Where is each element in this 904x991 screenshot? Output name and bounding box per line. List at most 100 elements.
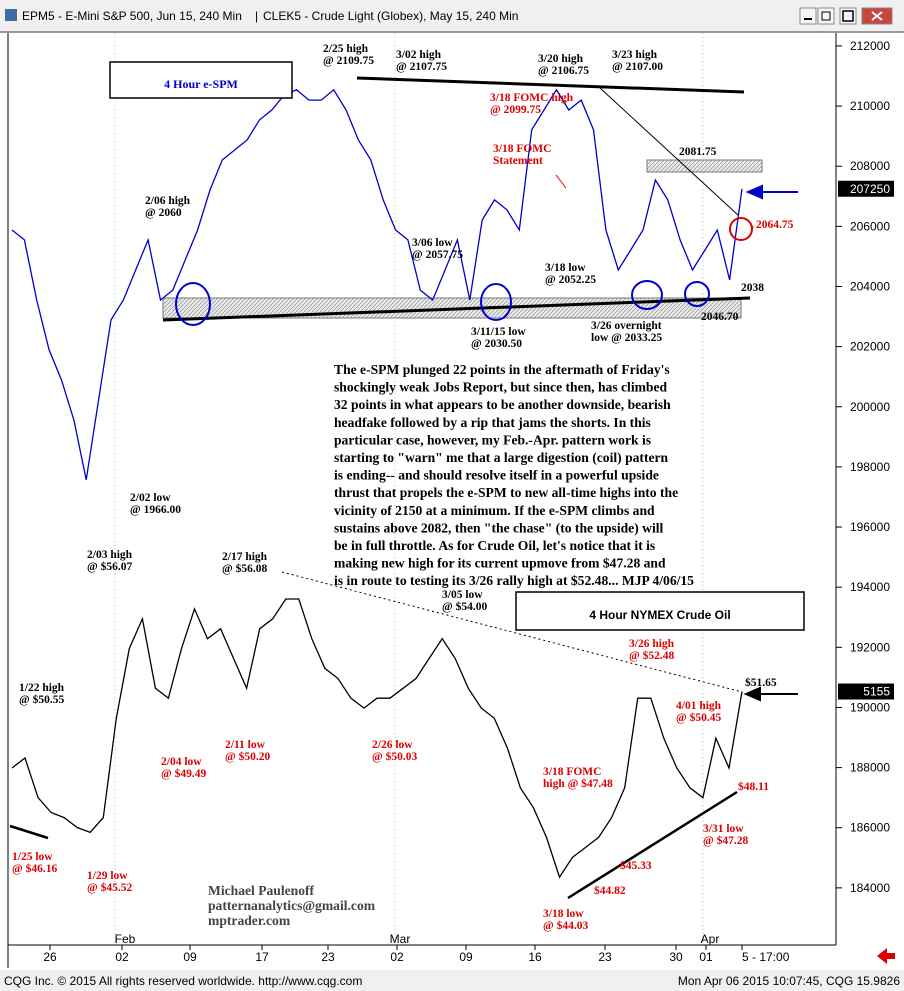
annotation: 1/29 low [87,870,128,882]
annotation: @ 1966.00 [130,504,181,516]
commentary-line: starting to "warn" me that a large diges… [334,450,669,466]
annotation: 3/26 high [629,638,675,650]
annotation: @ $56.07 [87,560,132,573]
annotation: 3/31 low [703,823,744,835]
y-tick-label: 194000 [850,580,890,594]
annotation: 2038 [741,282,764,294]
y-tick-label: 184000 [850,881,890,895]
annotation: 2081.75 [679,146,717,158]
highlight-ellipse [684,281,710,307]
annotation: 3/18 FOMC high [490,92,574,104]
annotation: 2064.75 [756,219,794,231]
annotation: Statement [493,155,543,167]
annotation: 2/17 high [222,551,268,563]
commentary-line: headfake followed by a rip that jams the… [334,415,651,430]
commentary-line: is ending-- and should resolve itself in… [334,468,659,483]
annotation: 3/18 low [545,262,586,274]
signature-line: mptrader.com [208,913,291,928]
annotation: @ 2030.50 [471,338,522,350]
y-tick-label: 188000 [850,761,890,775]
commentary-line: vicinity of 2150 at a minimum. If the e-… [334,503,655,518]
y-tick-label: 186000 [850,821,890,835]
last-price-box [838,180,894,197]
arrow [745,184,798,200]
title-bar [0,0,904,31]
annotation: 2046.70 [701,311,739,323]
annotation: $51.65 [745,676,777,689]
annotation: @ $50.45 [676,711,721,724]
month-label: Apr [701,932,720,946]
annotation: 3/23 high [612,49,658,61]
annotation: 3/18 FOMC [543,766,601,778]
commentary-line: shockingly weak Jobs Report, but since t… [334,380,668,395]
commentary-line: sustains above 2082, then "the chase" (t… [334,520,664,536]
signature-line: patternanalytics@gmail.com [208,898,376,913]
annotation: 3/26 overnight [591,320,662,332]
x-tick-label: 09 [459,950,473,964]
annotation: @ 2107.00 [612,61,663,73]
annotation: 2/02 low [130,492,171,504]
trend-line [356,76,745,94]
price-line [11,598,743,879]
window-title: CLEK5 - Crude Light (Globex), May 15, 24… [263,9,518,23]
annotation: @ $49.49 [161,767,206,780]
commentary-line: is in route to testing its 3/26 rally hi… [334,573,694,588]
y-tick-label: 212000 [850,39,890,53]
annotation: @ $45.52 [87,881,132,894]
annotation: 3/11/15 low [471,326,526,338]
y-tick-label: 200000 [850,400,890,414]
float-button[interactable] [817,7,835,25]
app-icon [5,9,17,21]
title-box [109,61,293,99]
annotation: 4/01 high [676,700,722,712]
price-line [11,88,743,480]
annotation: $44.82 [594,884,626,897]
status-left: CQG Inc. © 2015 All rights reserved worl… [4,974,362,988]
commentary-line: making new high for its current upmove f… [334,556,666,571]
chart-title: 4 Hour e-SPM [164,77,238,91]
commentary-line: thrust that propels the e-SPM to new all… [334,485,678,500]
annotation: @ $50.20 [225,750,270,763]
annotation: @ 2109.75 [323,55,374,67]
x-tick-label: 09 [183,950,197,964]
pointer [555,174,567,189]
annotation: low @ 2033.25 [591,332,662,344]
annotation: @ $46.16 [12,862,57,875]
x-tick-label: 26 [43,950,57,964]
commentary-line: 32 points in what appears to be another … [334,397,671,412]
status-bar [0,970,904,991]
y-tick-label: 208000 [850,159,890,173]
annotation: 3/02 high [396,49,442,61]
annotation: @ $52.48 [629,649,674,662]
annotation: @ 2052.25 [545,274,596,286]
commentary-line: particular case, however, my Feb.-Apr. p… [334,432,651,447]
y-tick-label: 196000 [850,520,890,534]
last-price-label: 207250 [850,182,890,196]
highlight-circle [729,217,753,241]
x-tick-label: 02 [390,950,404,964]
title-box [515,591,805,631]
annotation: $48.11 [738,780,769,793]
last-price-label: 5155 [863,685,890,699]
y-tick-label: 210000 [850,99,890,113]
scroll-arrow[interactable] [877,948,895,964]
signature-line: Michael Paulenoff [208,883,315,898]
window-buttons[interactable] [799,7,893,25]
annotation: 1/25 low [12,851,53,863]
annotation: 3/06 low [412,237,453,249]
annotation: 3/05 low [442,589,483,601]
x-tick-label: 23 [598,950,612,964]
annotation: high @ $47.48 [543,777,613,790]
series-layer [11,88,743,879]
month-label: Feb [115,932,136,946]
minimize-button[interactable] [799,7,817,25]
y-tick-label: 202000 [850,340,890,354]
y-tick-label: 206000 [850,219,890,233]
arrow [743,686,798,702]
annotation: 1/22 high [19,682,65,694]
window-title: EPM5 - E-Mini S&P 500, Jun 15, 240 Min [22,9,242,23]
highlight-ellipse [631,280,663,310]
annotation: 3/18 low [543,908,584,920]
maximize-button[interactable] [839,7,857,25]
annotation: @ 2106.75 [538,65,589,77]
